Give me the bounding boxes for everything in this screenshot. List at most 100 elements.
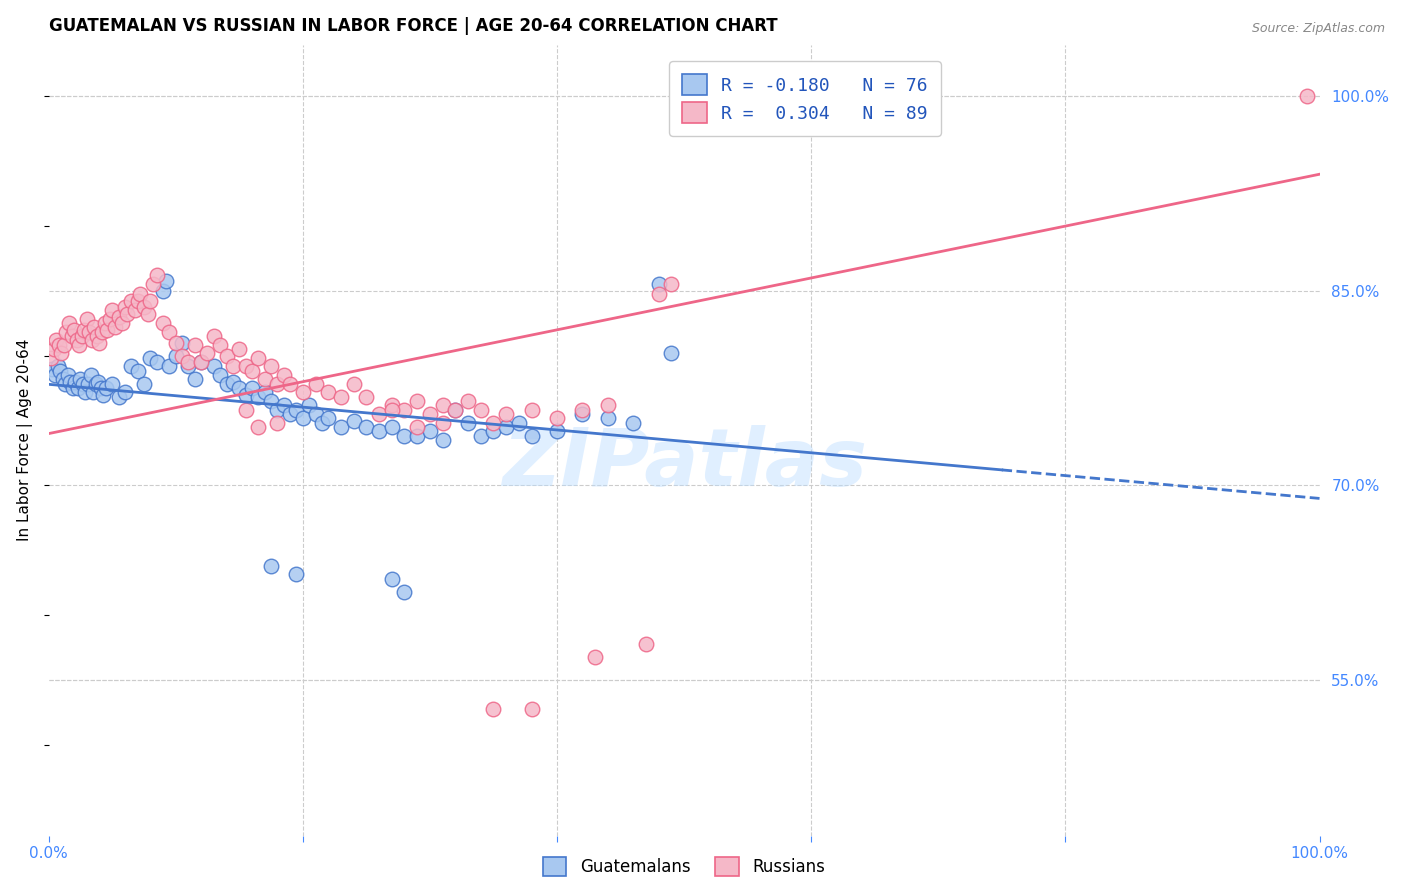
Point <box>394 403 416 417</box>
Point <box>152 284 174 298</box>
Point <box>69 372 91 386</box>
Point <box>209 338 232 352</box>
Point <box>48 338 70 352</box>
Point <box>222 359 245 373</box>
Point <box>457 394 479 409</box>
Point <box>278 377 301 392</box>
Point <box>93 317 115 331</box>
Point <box>101 377 124 392</box>
Point <box>457 416 479 430</box>
Point <box>65 333 87 347</box>
Point <box>311 416 333 430</box>
Point <box>90 381 112 395</box>
Point <box>202 329 225 343</box>
Point <box>139 294 162 309</box>
Point <box>546 411 568 425</box>
Point <box>132 377 155 392</box>
Point <box>260 394 283 409</box>
Point <box>240 364 263 378</box>
Point <box>145 355 167 369</box>
Point <box>67 338 90 352</box>
Point <box>86 329 108 343</box>
Point <box>104 320 127 334</box>
Point <box>495 407 517 421</box>
Point <box>260 359 283 373</box>
Point <box>80 333 103 347</box>
Point <box>482 424 505 438</box>
Point <box>66 381 89 395</box>
Point <box>285 403 308 417</box>
Point <box>381 398 404 412</box>
Point <box>266 377 288 392</box>
Point <box>60 329 83 343</box>
Point <box>56 368 79 383</box>
Point <box>228 343 250 357</box>
Point <box>495 420 517 434</box>
Y-axis label: In Labor Force | Age 20-64: In Labor Force | Age 20-64 <box>17 339 32 541</box>
Point <box>142 277 165 292</box>
Point <box>59 375 82 389</box>
Point <box>444 403 467 417</box>
Point <box>49 364 72 378</box>
Point <box>291 411 314 425</box>
Point <box>190 355 212 369</box>
Point <box>381 420 404 434</box>
Point <box>117 307 139 321</box>
Point <box>394 584 416 599</box>
Point <box>53 377 76 392</box>
Point <box>432 398 454 412</box>
Legend: Guatemalans, Russians: Guatemalans, Russians <box>537 850 832 882</box>
Point <box>278 407 301 421</box>
Point <box>520 429 543 443</box>
Point <box>165 335 187 350</box>
Point <box>470 429 492 443</box>
Point <box>356 390 378 404</box>
Point <box>197 346 219 360</box>
Point <box>368 407 391 421</box>
Point <box>120 359 142 373</box>
Point <box>273 398 295 412</box>
Point <box>45 333 67 347</box>
Point <box>647 286 669 301</box>
Point <box>83 320 105 334</box>
Point <box>520 701 543 715</box>
Point <box>165 349 187 363</box>
Text: Source: ZipAtlas.com: Source: ZipAtlas.com <box>1251 22 1385 36</box>
Point <box>304 407 326 421</box>
Point <box>129 286 152 301</box>
Point <box>136 307 159 321</box>
Point <box>419 407 441 421</box>
Point <box>52 372 75 386</box>
Point <box>444 403 467 417</box>
Point <box>343 414 366 428</box>
Point <box>406 429 429 443</box>
Point <box>247 420 270 434</box>
Point <box>247 351 270 366</box>
Point <box>77 377 100 392</box>
Point <box>316 411 339 425</box>
Point <box>114 385 136 400</box>
Point <box>82 385 104 400</box>
Point <box>63 323 86 337</box>
Point <box>432 433 454 447</box>
Point <box>285 566 308 581</box>
Point <box>107 310 129 324</box>
Point <box>260 558 283 573</box>
Point <box>215 377 238 392</box>
Point <box>91 326 114 340</box>
Point <box>222 375 245 389</box>
Point <box>661 277 683 292</box>
Point <box>520 403 543 417</box>
Point <box>247 390 270 404</box>
Point <box>215 349 238 363</box>
Point <box>235 403 257 417</box>
Point <box>114 300 136 314</box>
Point <box>209 368 232 383</box>
Point <box>96 323 118 337</box>
Point <box>157 326 180 340</box>
Point <box>381 572 404 586</box>
Point <box>152 317 174 331</box>
Point <box>329 390 352 404</box>
Point <box>546 424 568 438</box>
Point <box>508 416 530 430</box>
